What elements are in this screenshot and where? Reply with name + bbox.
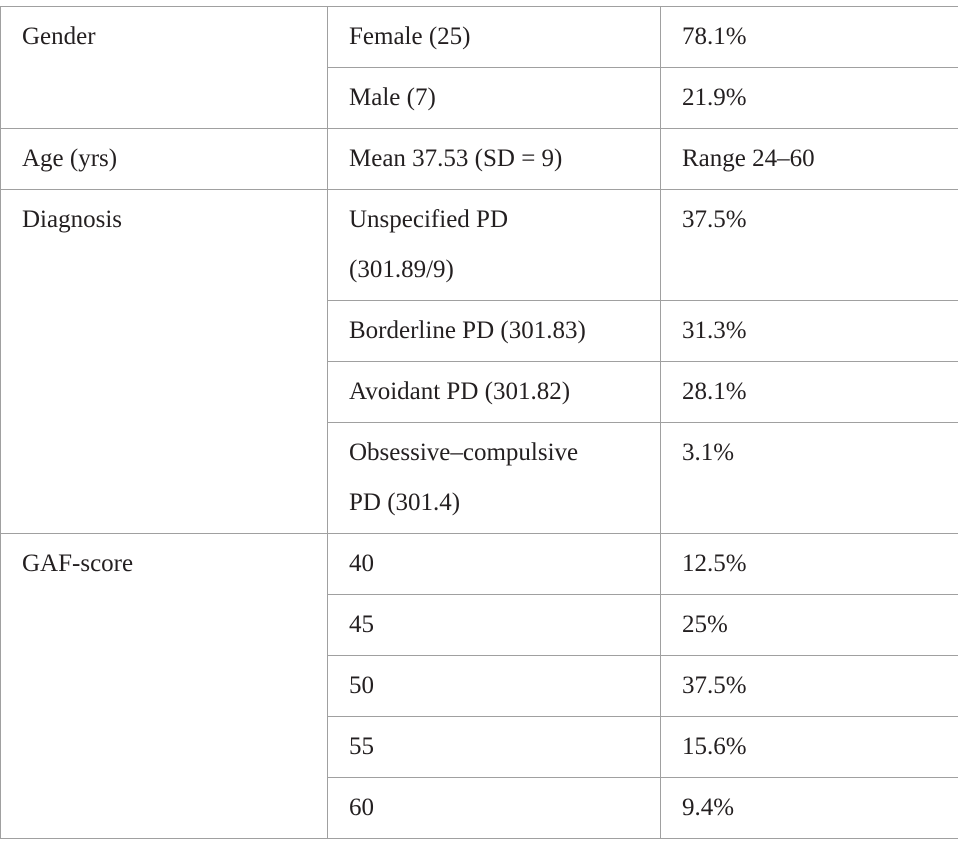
demographics-table: Gender Female (25) 78.1% Male (7) 21.9% Age (… [0, 6, 958, 839]
table-body: Gender Female (25) 78.1% Male (7) 21.9% Age (… [0, 6, 958, 839]
item-cell: Obsessive–compulsive PD (301.4) [327, 422, 661, 534]
item-cell: Borderline PD (301.83) [327, 300, 661, 362]
value-cell: 3.1% [660, 422, 958, 534]
item-cell: 50 [327, 655, 661, 717]
item-cell: Avoidant PD (301.82) [327, 361, 661, 423]
group-label: Diagnosis [0, 189, 328, 534]
value-cell: 25% [660, 594, 958, 656]
item-cell: Female (25) [327, 6, 661, 68]
value-cell: 12.5% [660, 533, 958, 595]
table-row: Age (yrs) Mean 37.53 (SD = 9) Range 24–60 [0, 128, 958, 190]
value-cell: 37.5% [660, 189, 958, 301]
value-cell: 21.9% [660, 67, 958, 129]
item-cell: 55 [327, 716, 661, 778]
table-row: Diagnosis Unspecified PD (301.89/9) 37.5% [0, 189, 958, 534]
table-row: 50 37.5% [1, 655, 958, 717]
group-label: Gender [0, 6, 328, 129]
table-row: Gender Female (25) 78.1% [0, 6, 958, 129]
table-row: GAF-score 40 12.5% [0, 533, 958, 839]
group-label: Age (yrs) [0, 128, 328, 190]
value-cell: 37.5% [660, 655, 958, 717]
table-row: Obsessive–compulsive PD (301.4) 3.1% [1, 422, 958, 534]
value-cell: 15.6% [660, 716, 958, 778]
value-cell: Range 24–60 [660, 128, 958, 190]
table-row: 55 15.6% [1, 716, 958, 778]
table-row: 60 9.4% [1, 777, 958, 839]
value-cell: 31.3% [660, 300, 958, 362]
item-cell: 60 [327, 777, 661, 839]
item-cell: Mean 37.53 (SD = 9) [327, 128, 661, 190]
table-row: 45 25% [1, 594, 958, 656]
value-cell: 78.1% [660, 6, 958, 68]
item-cell: 45 [327, 594, 661, 656]
item-cell: Male (7) [327, 67, 661, 129]
item-cell: Unspecified PD (301.89/9) [327, 189, 661, 301]
table-row: Male (7) 21.9% [1, 67, 958, 129]
group-label: GAF-score [0, 533, 328, 839]
item-cell: 40 [327, 533, 661, 595]
value-cell: 9.4% [660, 777, 958, 839]
table-row: Avoidant PD (301.82) 28.1% [1, 361, 958, 423]
value-cell: 28.1% [660, 361, 958, 423]
